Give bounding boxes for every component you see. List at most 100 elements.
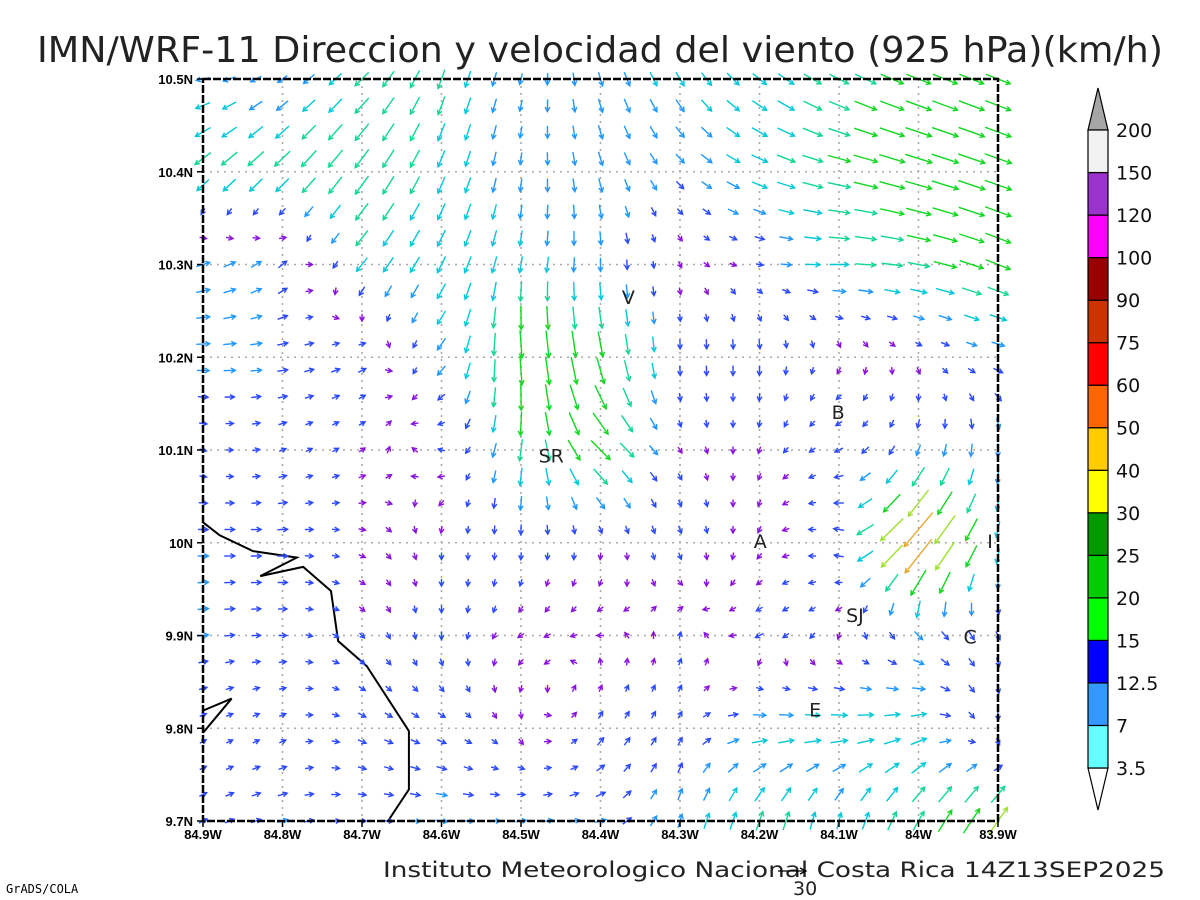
wind-vector [835, 659, 844, 665]
wind-vector-head [756, 474, 763, 482]
wind-vector-head [948, 289, 956, 296]
wind-vector-head [307, 605, 315, 612]
wind-vector [802, 127, 824, 138]
wind-vector-head [731, 261, 738, 268]
wind-vector-head [889, 421, 895, 429]
wind-vector [250, 579, 263, 586]
wind-vector-head [945, 712, 952, 719]
wind-vector-shaft [966, 341, 977, 347]
wind-vector-head [465, 607, 472, 614]
wind-vector [756, 499, 763, 508]
wind-vector-head [517, 296, 524, 303]
colorbar-label: 12.5 [1116, 673, 1158, 695]
wind-vector-head [204, 314, 212, 321]
wind-vector-head [333, 605, 341, 612]
wind-vector-head [677, 344, 684, 351]
wind-vector [359, 632, 366, 640]
wind-vector-shaft [880, 235, 904, 241]
wind-vector [677, 710, 683, 719]
wind-vector-head [941, 611, 948, 618]
wind-vector-shaft [465, 390, 471, 404]
wind-vector [490, 415, 497, 434]
wind-vector-shaft [222, 101, 237, 110]
wind-vector-shaft [382, 202, 395, 221]
wind-vector [938, 314, 953, 322]
wind-vector-head [228, 473, 235, 480]
wind-vector-head [520, 791, 527, 798]
wind-vector [490, 764, 500, 771]
wind-vector [278, 659, 288, 666]
wind-vector [889, 419, 895, 429]
wind-vector [911, 761, 927, 774]
wind-vector-head [782, 660, 789, 667]
wind-vector [251, 659, 262, 665]
wind-vector-shaft [905, 126, 932, 138]
wind-vector-shaft [968, 631, 975, 640]
wind-vector [252, 473, 262, 480]
wind-vector [729, 526, 737, 535]
wind-vector-head [650, 554, 657, 561]
wind-vector-shaft [568, 412, 580, 435]
wind-vector [382, 123, 395, 142]
wind-vector-head [897, 262, 904, 269]
wind-vector [305, 420, 314, 427]
wind-vector-head [442, 791, 449, 798]
wind-vector [726, 153, 741, 164]
wind-vector-head [410, 473, 417, 480]
wind-vector-shaft [649, 471, 658, 482]
wind-vector [301, 124, 317, 140]
wind-vector-head [490, 295, 497, 302]
wind-vector-shaft [223, 288, 236, 294]
wind-vector-shaft [592, 412, 609, 435]
wind-vector-head [1006, 185, 1013, 192]
wind-vector-shaft [834, 554, 844, 558]
wind-vector [590, 440, 611, 461]
wind-vector [438, 525, 445, 535]
wind-vector-shaft [625, 232, 629, 244]
wind-vector-head [282, 499, 289, 506]
wind-vector-head [704, 712, 712, 718]
wind-vector-shaft [519, 495, 523, 511]
wind-vector [329, 204, 342, 220]
wind-vector-shaft [411, 312, 419, 323]
wind-vector [409, 229, 421, 248]
wind-vector [305, 605, 315, 612]
wind-vector-shaft [931, 126, 959, 138]
wind-vector-head [888, 369, 895, 376]
wind-vector-shaft [830, 714, 848, 716]
wind-vector-shaft [941, 631, 949, 640]
wind-vector [490, 151, 497, 167]
wind-vector-shaft [834, 474, 844, 479]
wind-vector [518, 330, 525, 360]
wind-vector-shaft [597, 98, 604, 113]
wind-vector [931, 153, 960, 165]
wind-vector-head [573, 404, 580, 411]
wind-vector-head [815, 737, 823, 744]
wind-vector [912, 685, 927, 692]
wind-vector [358, 606, 366, 613]
wind-vector [331, 473, 341, 480]
wind-vector [225, 658, 236, 665]
wind-vector-head [816, 79, 823, 85]
wind-vector-head [651, 736, 657, 743]
wind-vector [436, 420, 446, 427]
wind-vector-head [491, 580, 498, 588]
wind-vector [650, 390, 658, 405]
wind-vector [409, 123, 421, 142]
wind-vector-head [546, 711, 553, 718]
wind-vector-shaft [964, 786, 979, 803]
wind-vector-head [951, 263, 958, 270]
wind-vector [220, 151, 238, 166]
wind-vector [491, 684, 498, 694]
wind-vector-head [894, 737, 902, 744]
wind-vector-shaft [726, 99, 740, 112]
wind-vector-head [517, 240, 524, 247]
wind-vector-head [360, 712, 368, 718]
wind-vector-shaft [700, 99, 713, 112]
wind-vector [728, 606, 737, 612]
wind-vector-head [832, 526, 839, 533]
wind-vector-head [307, 685, 314, 692]
wind-vector-head [899, 158, 906, 164]
wind-vector [544, 178, 551, 193]
